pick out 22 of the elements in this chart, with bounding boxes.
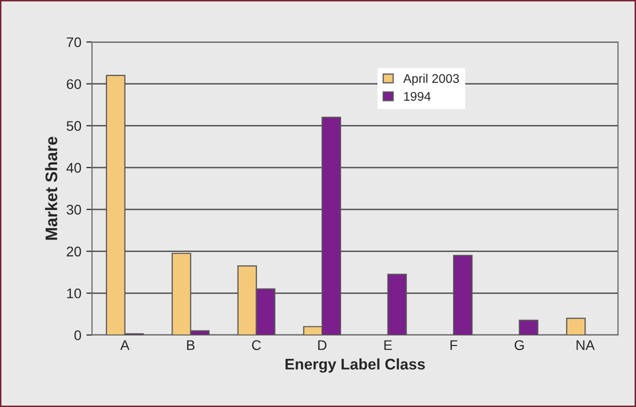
y-tick-label: 50 xyxy=(66,121,82,131)
x-tick-label: A xyxy=(120,340,130,350)
legend-label: 1994 xyxy=(404,92,431,101)
y-tick-label: 60 xyxy=(66,79,82,90)
x-tick-label: E xyxy=(384,340,392,350)
x-tick-label: G xyxy=(514,340,524,350)
x-tick-label: F xyxy=(450,340,458,350)
bar xyxy=(518,320,538,335)
y-tick-label: 30 xyxy=(66,204,82,215)
x-tick-label: NA xyxy=(576,340,595,350)
y-tick-label: 10 xyxy=(67,288,82,298)
x-tick-label: B xyxy=(187,340,195,350)
y-axis-title: Market Share xyxy=(45,136,58,240)
x-axis-title: Energy Label Class xyxy=(286,358,425,373)
y-tick-label: 20 xyxy=(66,246,82,256)
x-tick-label: D xyxy=(318,340,326,350)
legend-label: April 2003 xyxy=(403,74,459,86)
bar xyxy=(566,318,586,335)
y-tick-label: 40 xyxy=(66,162,82,173)
y-tick-label: 70 xyxy=(66,37,82,48)
x-tick-label: C xyxy=(252,340,261,350)
y-tick-label: 0 xyxy=(74,330,82,340)
